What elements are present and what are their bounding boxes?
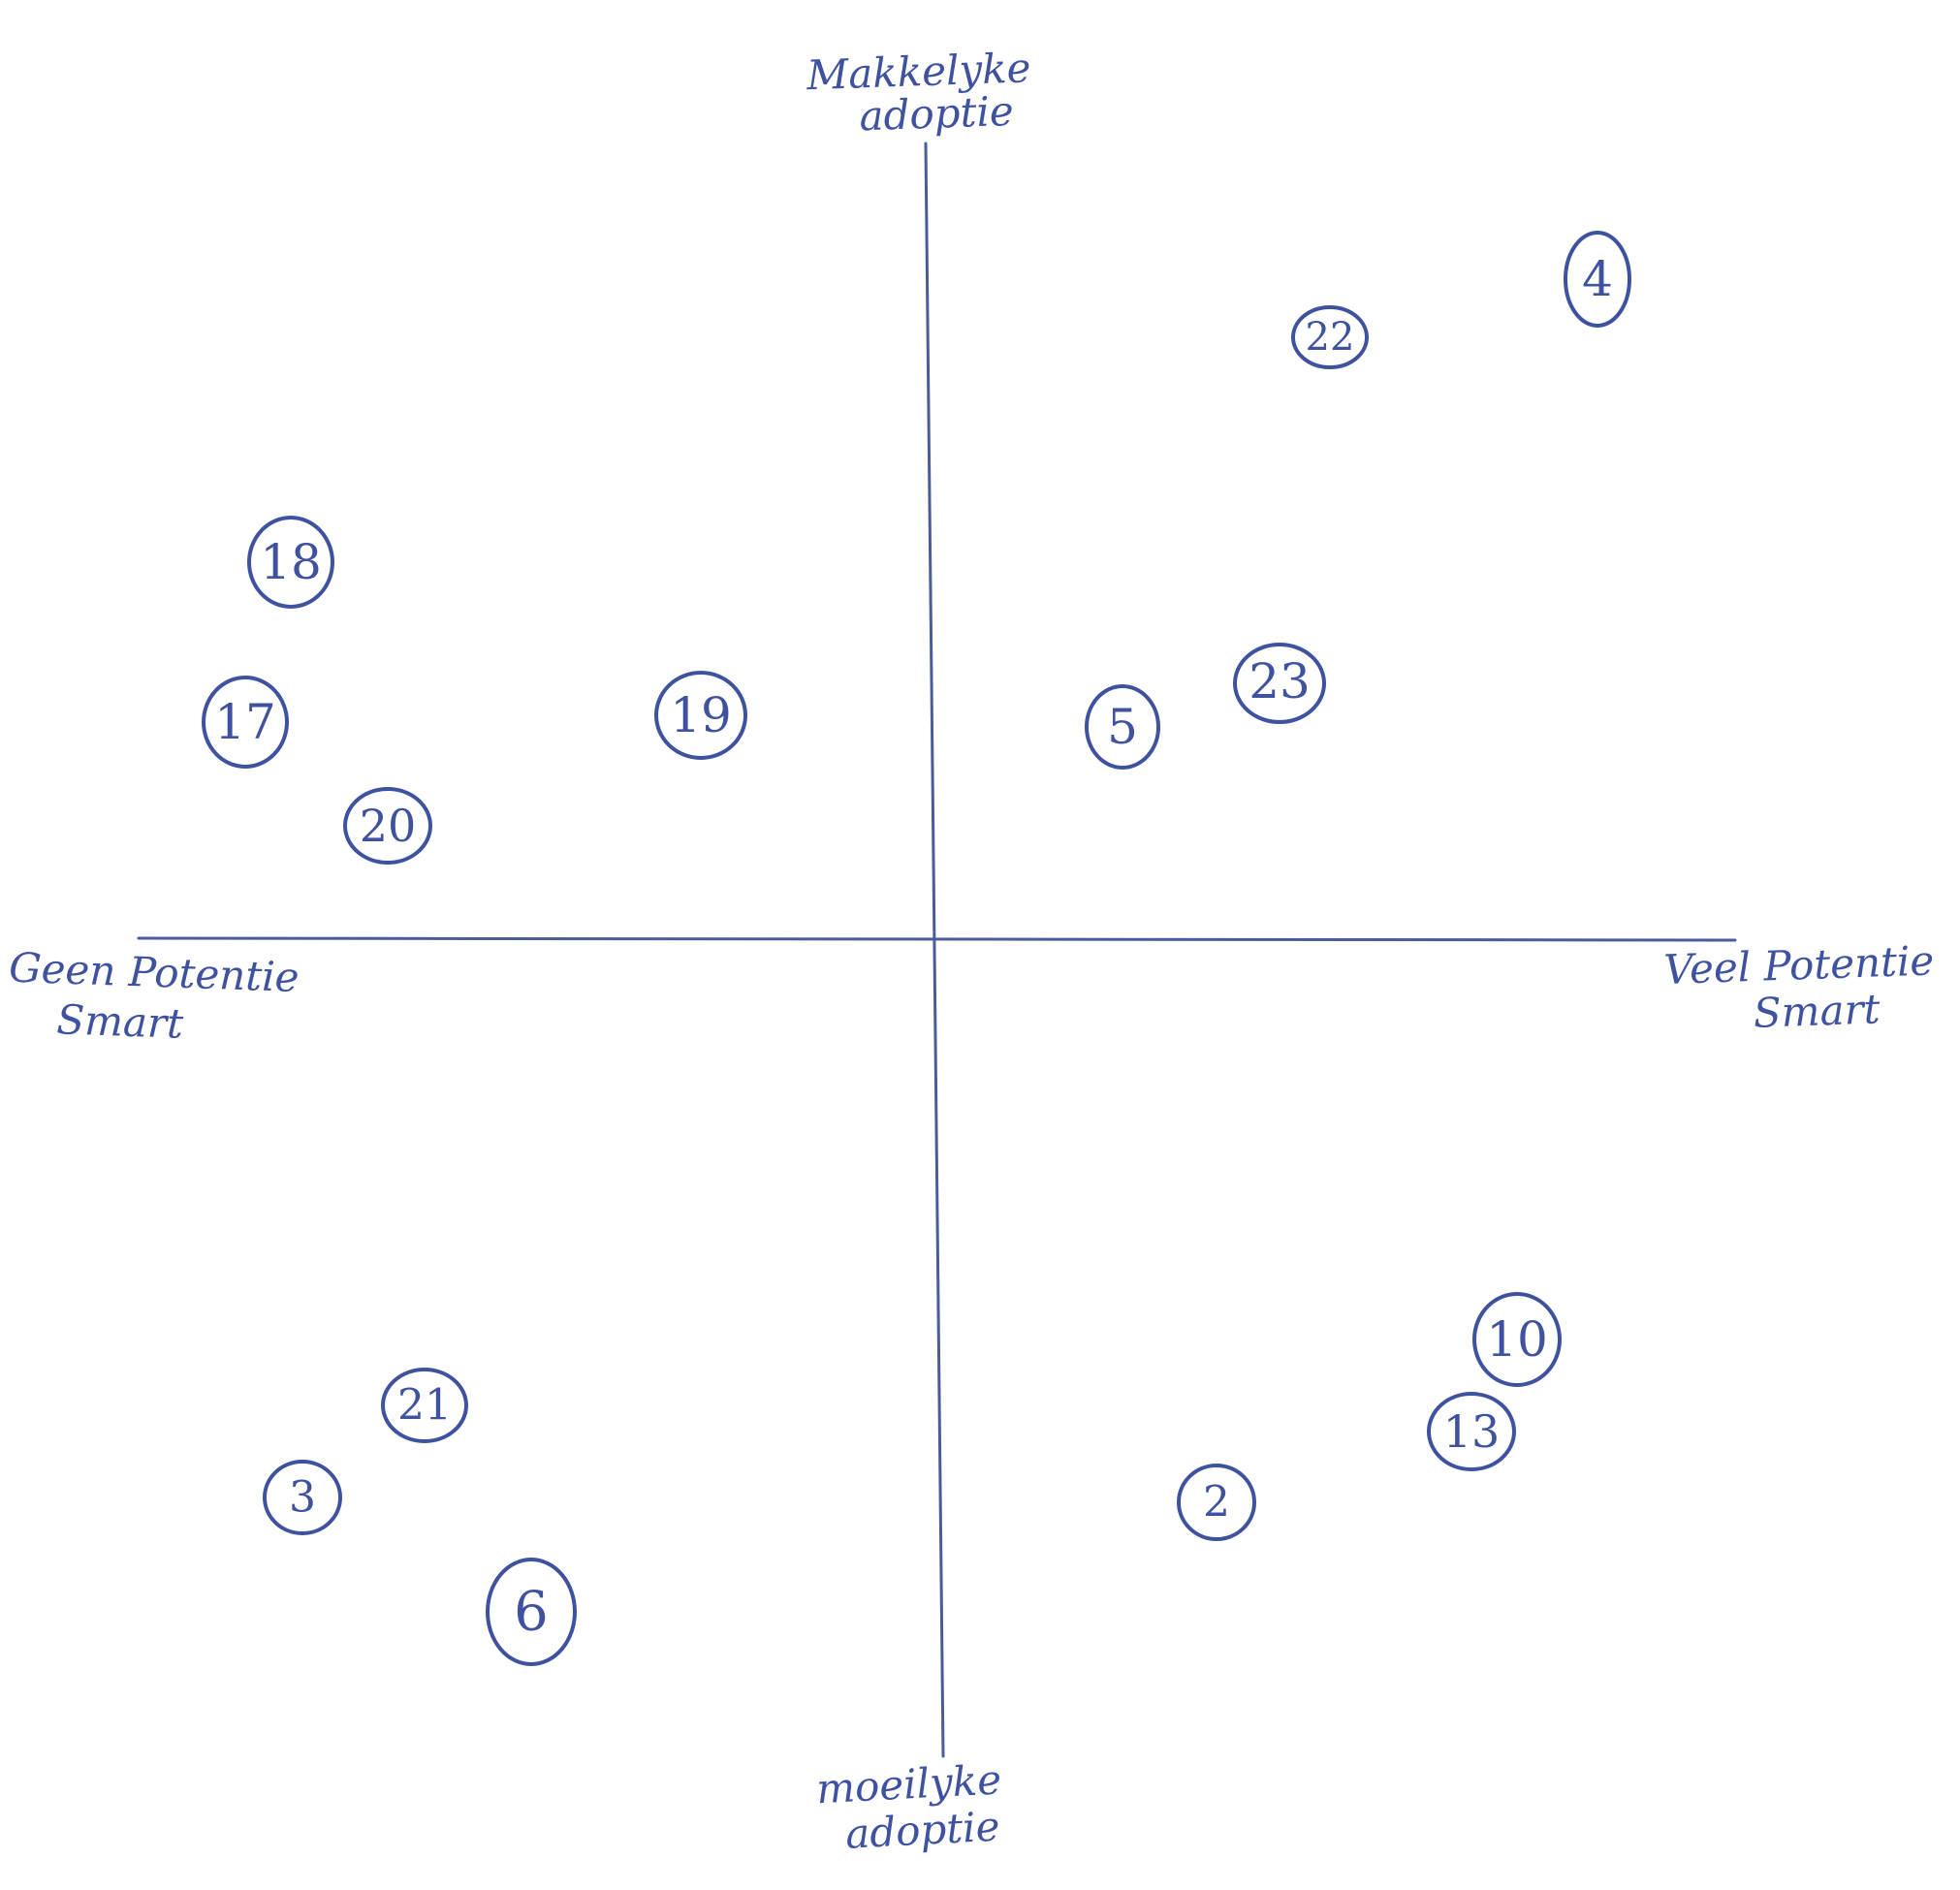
- left-axis-label-line1: Geen Potentie: [8, 944, 300, 1001]
- node-label: 21: [397, 1381, 452, 1431]
- node-label: 6: [514, 1581, 549, 1644]
- node-label: 18: [260, 534, 322, 590]
- left-axis-label-line2: Smart: [56, 995, 184, 1048]
- bottom-axis-label-line2: adoptie: [844, 1803, 1001, 1858]
- node: 21: [381, 1368, 468, 1443]
- node-label: 4: [1582, 251, 1613, 307]
- node: 19: [654, 671, 747, 760]
- top-axis-label-line1: Makkelyke: [805, 44, 1031, 99]
- node-circle: [1291, 305, 1369, 369]
- node-circle: [381, 1368, 468, 1443]
- node-circle: [486, 1558, 577, 1666]
- node-label: 13: [1443, 1405, 1501, 1458]
- node: 22: [1291, 305, 1369, 369]
- node-label: 20: [360, 800, 417, 852]
- node: 4: [1564, 231, 1631, 328]
- node-label: 10: [1486, 1311, 1548, 1368]
- node-label: 17: [214, 694, 276, 750]
- right-axis-label-line2: Smart: [1753, 985, 1881, 1037]
- node-circle: [1472, 1292, 1562, 1387]
- node-label: 22: [1306, 315, 1355, 360]
- node-circle: [1233, 643, 1326, 724]
- node: 10: [1472, 1292, 1562, 1387]
- node-circle: [247, 516, 334, 609]
- node: 20: [343, 787, 432, 865]
- top-axis-label-line2: adoptie: [859, 87, 1015, 141]
- bottom-axis-label-line1: moeilyke: [815, 1755, 1002, 1812]
- right-axis-label-line1: Veel Potentie: [1663, 936, 1935, 993]
- node: 13: [1427, 1392, 1516, 1471]
- horizontal-axis: [137, 936, 1737, 942]
- node-label: 2: [1203, 1478, 1230, 1528]
- node-circle: [1564, 231, 1631, 328]
- node: 2: [1177, 1464, 1256, 1541]
- node-circle: [1427, 1392, 1516, 1471]
- node: 5: [1085, 684, 1160, 770]
- node: 23: [1233, 643, 1326, 724]
- left-axis-label: Geen Potentie Smart: [7, 944, 313, 1053]
- node: 6: [486, 1558, 577, 1666]
- node: 18: [247, 516, 334, 609]
- bottom-axis-label: moeilyke adoptie: [815, 1755, 1018, 1860]
- top-axis-label: Makkelyke adoptie: [805, 44, 1046, 142]
- vertical-axis: [924, 142, 945, 1758]
- node-label: 3: [289, 1473, 316, 1523]
- right-axis-label: Veel Potentie Smart: [1663, 936, 1949, 1040]
- node-circle: [1177, 1464, 1256, 1541]
- node-label: 5: [1107, 699, 1138, 755]
- node: 3: [263, 1460, 342, 1535]
- node-circle: [202, 676, 289, 769]
- node-circle: [263, 1460, 342, 1535]
- node-label: 19: [670, 687, 732, 743]
- node-circle: [654, 671, 747, 760]
- node: 17: [202, 676, 289, 769]
- node-circle: [343, 787, 432, 865]
- node-circle: [1085, 684, 1160, 770]
- node-label: 23: [1249, 653, 1311, 709]
